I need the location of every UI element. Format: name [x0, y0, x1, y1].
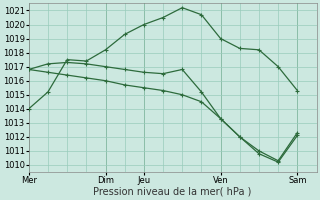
X-axis label: Pression niveau de la mer( hPa ): Pression niveau de la mer( hPa ) — [93, 187, 252, 197]
